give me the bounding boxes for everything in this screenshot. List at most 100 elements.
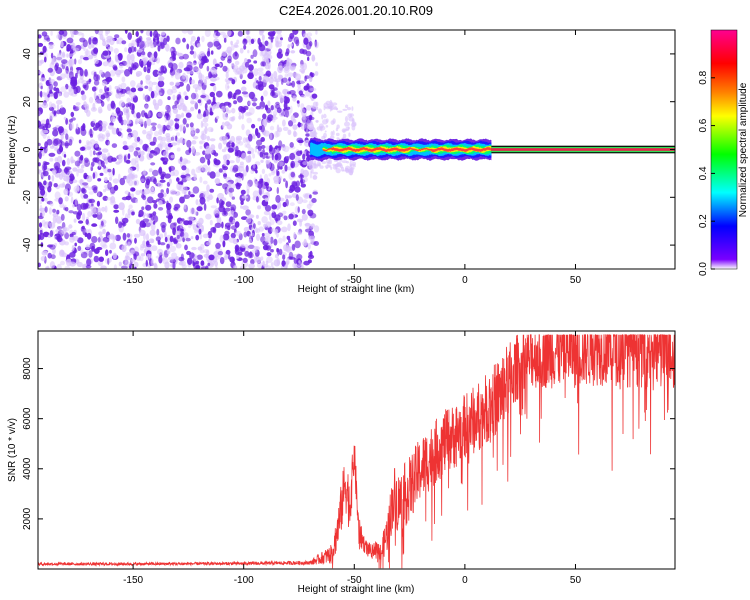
spectrogram-noise-blob xyxy=(252,153,256,159)
spectrogram-noise-blob xyxy=(118,100,125,107)
spectrogram-noise-blob xyxy=(304,75,307,82)
x-tick-label: -150 xyxy=(123,275,143,286)
spectrogram-noise-blob xyxy=(199,141,203,145)
spectrogram-noise-blob xyxy=(253,177,257,183)
spectrogram-haze-blob xyxy=(308,160,314,165)
spectrogram-noise-blob xyxy=(61,229,67,235)
spectrogram-noise-blob xyxy=(260,236,266,243)
spectrogram-noise-blob xyxy=(100,240,107,248)
spectrogram-noise-blob xyxy=(185,167,190,174)
spectrogram-noise-blob xyxy=(186,123,189,128)
spectrogram-noise-blob xyxy=(93,150,96,156)
spectrogram-noise-blob xyxy=(189,122,194,128)
spectrogram-noise-blob xyxy=(48,106,55,111)
spectrogram-noise-blob xyxy=(96,191,103,198)
snr-y-ticks: 2000 4000 6000 8000 xyxy=(22,357,675,530)
spectrogram-noise-blob xyxy=(234,221,240,228)
spectrogram-noise-blob xyxy=(101,80,108,87)
spectrogram-noise-blob xyxy=(94,99,102,104)
spectrogram-noise-blob xyxy=(221,105,226,112)
spectrogram-noise-blob xyxy=(106,197,113,201)
spectrogram-noise-blob xyxy=(287,129,292,136)
spectrogram-noise-blob xyxy=(55,67,63,74)
spectrogram-noise-blob xyxy=(221,221,224,229)
spectrogram-noise-blob xyxy=(123,107,130,114)
spectrogram-noise-blob xyxy=(265,260,269,265)
spectrogram-noise-blob xyxy=(132,179,140,187)
spectrogram-noise-blob xyxy=(230,232,236,239)
spectrogram-noise-blob xyxy=(42,45,47,53)
spectrogram-noise-blob xyxy=(244,143,247,148)
spectrogram-noise-blob xyxy=(164,261,170,269)
spectrogram-noise-blob xyxy=(132,95,138,103)
spectrogram-noise-blob xyxy=(99,88,103,94)
spectrogram-noise-blob xyxy=(51,56,55,65)
x-tick-label: -50 xyxy=(347,275,362,286)
spectrogram-noise-blob xyxy=(210,50,214,55)
spectrogram-noise-blob xyxy=(291,80,296,88)
spectrogram-noise-blob xyxy=(190,127,197,135)
spectrogram-noise-blob xyxy=(265,245,271,251)
spectrogram-noise-blob xyxy=(262,75,270,83)
spectrogram-noise-blob xyxy=(190,35,196,42)
spectrogram-noise-blob xyxy=(76,186,80,192)
spectrogram-noise-blob xyxy=(79,146,86,151)
spectrogram-noise-blob xyxy=(92,157,98,163)
spectrogram-noise-blob xyxy=(273,238,278,246)
spectrogram-noise-blob xyxy=(101,155,108,160)
spectrogram-noise-blob xyxy=(235,145,239,153)
spectrogram-noise-blob xyxy=(111,143,118,149)
spectrogram-noise-blob xyxy=(60,86,67,93)
spectrogram-haze-blob xyxy=(344,121,350,127)
spectrogram-noise-blob xyxy=(132,64,137,71)
spectrogram-noise-blob xyxy=(97,190,100,198)
spectrogram-noise-blob xyxy=(292,30,299,35)
spectrogram-noise-blob xyxy=(275,90,281,96)
spectrogram-noise-blob xyxy=(156,92,163,96)
spectrogram-noise-blob xyxy=(39,77,47,82)
spectrogram-noise-blob xyxy=(179,231,185,238)
spectrogram-noise-blob xyxy=(219,31,226,36)
spectrogram-noise-blob xyxy=(186,139,192,148)
spectrogram-noise-blob xyxy=(98,136,105,142)
spectrogram-noise-blob xyxy=(142,222,146,228)
spectrogram-noise-blob xyxy=(97,106,103,114)
spectrogram-noise-blob xyxy=(162,150,169,158)
spectrogram-noise-blob xyxy=(80,128,87,137)
spectrogram-noise-blob xyxy=(142,93,146,100)
spectrogram-noise-blob xyxy=(293,36,299,44)
spectrogram-noise-blob xyxy=(117,84,122,92)
spectrogram-noise-blob xyxy=(156,228,160,236)
spectrogram-noise-blob xyxy=(231,142,235,148)
spectrogram-noise-blob xyxy=(180,174,186,179)
spectrogram-noise-blob xyxy=(134,174,138,179)
spectrogram-noise-blob xyxy=(63,154,67,158)
spectrogram-noise-blob xyxy=(153,51,158,59)
spectrogram-noise-blob xyxy=(39,212,43,217)
spectrogram-noise-blob xyxy=(252,49,258,58)
spectrogram-noise-blob xyxy=(294,154,300,161)
spectrogram-noise-blob xyxy=(150,176,157,183)
spectrogram-noise-blob xyxy=(265,145,270,151)
spectrogram-noise-blob xyxy=(276,80,279,88)
spectrogram-noise-blob xyxy=(50,30,53,36)
spectrogram-noise-blob xyxy=(247,100,251,107)
spectrogram-noise-blob xyxy=(281,169,286,174)
spectrogram-noise-blob xyxy=(146,118,152,126)
spectrogram-noise-blob xyxy=(191,246,197,251)
spectrogram-noise-blob xyxy=(38,234,42,241)
spectrogram-noise-blob xyxy=(265,183,269,190)
spectrogram-noise-blob xyxy=(145,176,152,183)
spectrogram-noise-blob xyxy=(49,230,54,238)
spectrogram-noise-blob xyxy=(233,64,239,71)
spectrogram-noise-blob xyxy=(56,263,62,269)
spectrogram-noise-blob xyxy=(146,213,150,219)
spectrogram-noise-blob xyxy=(118,156,123,164)
spectrogram-noise-blob xyxy=(204,58,209,63)
spectrogram-noise-blob xyxy=(38,162,41,167)
spectrogram-noise-blob xyxy=(135,156,139,163)
spectrogram-noise-blob xyxy=(165,104,170,111)
spectrogram-noise-blob xyxy=(285,245,291,252)
spectrogram-noise-blob xyxy=(127,241,131,247)
spectrogram-noise-blob xyxy=(65,207,69,212)
